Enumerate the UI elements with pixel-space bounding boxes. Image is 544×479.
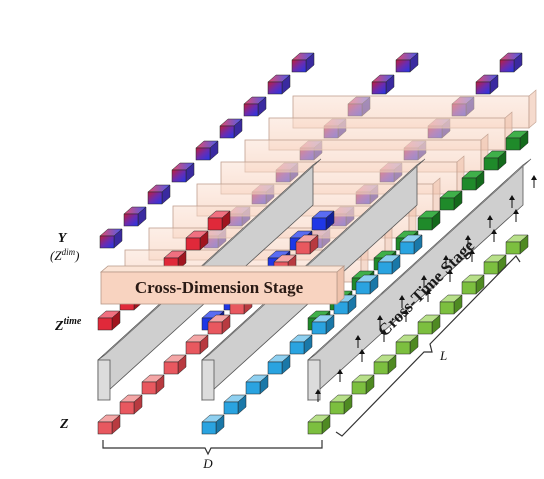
- ztime-red-token: [207, 210, 231, 231]
- input-blue-token: [223, 394, 247, 415]
- z-time-label: Ztime: [54, 316, 82, 334]
- input-green-token: [373, 354, 397, 375]
- input-red-token: [141, 374, 165, 395]
- ztime-green-token: [461, 170, 485, 191]
- ztime-green-token: [439, 190, 463, 211]
- output-token: [195, 140, 219, 161]
- output-token: [219, 118, 243, 139]
- ztime-green-token: [417, 210, 441, 231]
- output-token: [499, 52, 523, 73]
- input-green-token: [395, 334, 419, 355]
- input-green-token: [461, 274, 485, 295]
- ztime-blue-token: [311, 210, 335, 231]
- left-labels: Y (Zdim) Ztime Z: [50, 231, 82, 432]
- output-token: [171, 162, 195, 183]
- output-token: [395, 52, 419, 73]
- cross-dimension-stage-box: Cross-Dimension Stage: [99, 265, 346, 305]
- output-token: [371, 74, 395, 95]
- input-green-token: [351, 374, 375, 395]
- input-red-token: [295, 234, 319, 255]
- input-green-token: [483, 254, 507, 275]
- input-green-token: [439, 294, 463, 315]
- d-brace: D: [102, 440, 323, 471]
- cross-time-block: [307, 158, 532, 401]
- input-blue-token: [201, 414, 225, 435]
- d-label: D: [202, 456, 213, 471]
- z-label: Z: [59, 417, 69, 432]
- ztime-green-token: [505, 130, 529, 151]
- input-red-token: [119, 394, 143, 415]
- input-blue-token: [311, 314, 335, 335]
- output-token: [267, 74, 291, 95]
- ztime-red-token: [97, 310, 121, 331]
- output-token: [147, 184, 171, 205]
- input-red-token: [163, 354, 187, 375]
- z-dim-label: (Zdim): [50, 247, 79, 263]
- input-green-token: [307, 414, 331, 435]
- output-token: [243, 96, 267, 117]
- y-label: Y: [58, 231, 68, 246]
- input-blue-token: [289, 334, 313, 355]
- input-red-token: [207, 314, 231, 335]
- input-red-token: [185, 334, 209, 355]
- output-token: [475, 74, 499, 95]
- input-blue-token: [377, 254, 401, 275]
- output-token: [291, 52, 315, 73]
- ztime-green-token: [483, 150, 507, 171]
- cross-time-arrows: [315, 175, 537, 402]
- input-blue-token: [245, 374, 269, 395]
- input-green-token: [329, 394, 353, 415]
- output-token: [123, 206, 147, 227]
- input-blue-token: [267, 354, 291, 375]
- input-green-token: [505, 234, 529, 255]
- l-brace: L: [335, 255, 521, 437]
- l-label: L: [439, 348, 447, 363]
- output-token: [99, 228, 123, 249]
- cross-dimension-stage-label: Cross-Dimension Stage: [135, 278, 304, 297]
- input-blue-token: [355, 274, 379, 295]
- ztime-red-token: [185, 230, 209, 251]
- input-green-token: [417, 314, 441, 335]
- input-blue-token: [399, 234, 423, 255]
- input-red-token: [97, 414, 121, 435]
